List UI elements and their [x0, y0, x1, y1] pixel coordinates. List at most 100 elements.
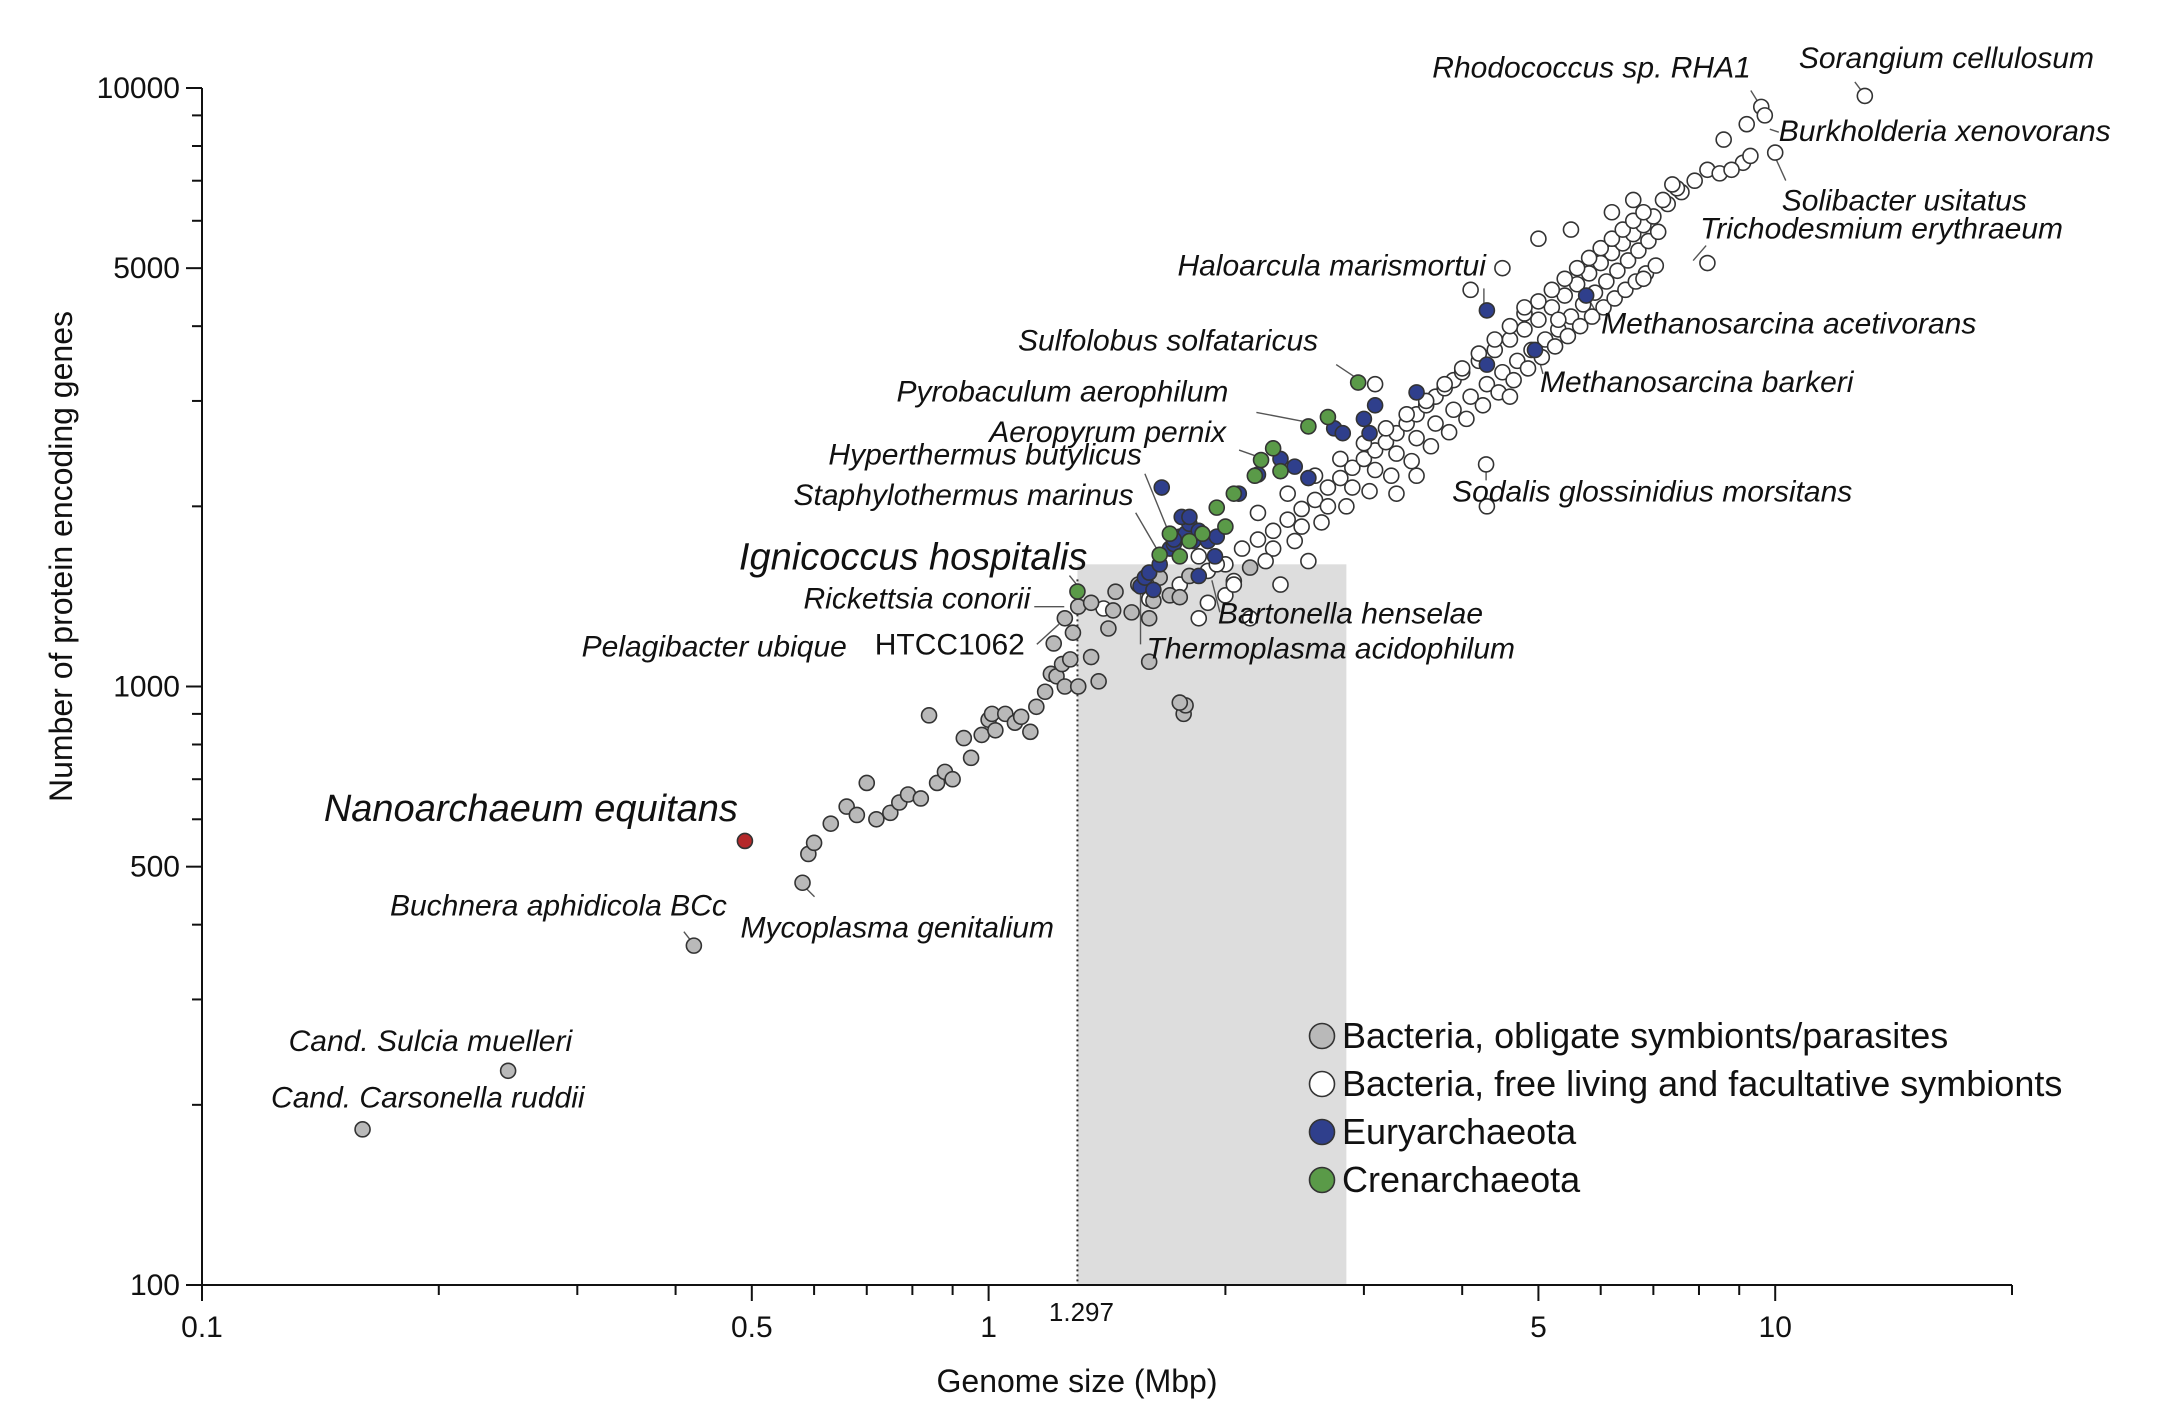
point-bacteria-free-living	[1388, 445, 1405, 462]
point-bacteria-free-living	[1458, 410, 1475, 428]
point-bacteria-obligate	[1241, 559, 1259, 576]
y-tick-label: 500	[130, 851, 180, 884]
point-euryarchaeota	[1300, 469, 1317, 487]
point-crenarchaeota	[1300, 418, 1317, 435]
point-bacteria-obligate	[1082, 594, 1100, 612]
annotation-label: Methanosarcina barkeri	[1540, 366, 1855, 399]
point-bacteria-free-living	[1190, 548, 1208, 565]
point-bacteria-free-living	[1530, 230, 1547, 248]
annotation-label: Pelagibacter ubique	[582, 630, 847, 663]
point-bacteria-free-living	[1686, 172, 1703, 190]
x-tick-label: 10	[1759, 1311, 1792, 1344]
point-euryarchaeota	[1478, 302, 1496, 319]
legend-label: Euryarchaeota	[1342, 1111, 1577, 1152]
point-bacteria-free-living	[1217, 587, 1234, 604]
point-bacteria-free-living	[1516, 321, 1533, 338]
point-euryarchaeota	[1408, 384, 1425, 401]
annotation-label: Burkholderia xenovorans	[1779, 115, 2111, 148]
point-bacteria-free-living	[1738, 115, 1756, 133]
point-bacteria-free-living	[1264, 522, 1282, 540]
point-bacteria-free-living	[1723, 161, 1740, 179]
point-bacteria-obligate	[1061, 651, 1079, 668]
point-bacteria-free-living	[1462, 388, 1479, 405]
annotation-labels-layer: Sorangium cellulosum Rhodococcus sp. RHA1…	[271, 42, 2111, 1114]
point-bacteria-obligate	[912, 790, 930, 807]
point-bacteria-free-living	[1241, 610, 1259, 627]
point-bacteria-free-living	[1366, 375, 1384, 393]
point-bacteria-obligate	[1123, 604, 1140, 621]
point-bacteria-free-living	[1382, 467, 1400, 485]
annotation-label: Haloarcula marismortui	[1177, 249, 1487, 282]
point-crenarchaeota	[1252, 451, 1270, 469]
point-bacteria-obligate	[1104, 602, 1122, 619]
annotation-leader-line	[1036, 623, 1060, 645]
point-bacteria-obligate	[1036, 683, 1054, 701]
point-bacteria-free-living	[1516, 299, 1533, 316]
point-euryarchaeota	[1206, 548, 1224, 565]
point-euryarchaeota	[1577, 287, 1595, 304]
point-bacteria-free-living	[1264, 540, 1282, 557]
legend-marker	[1308, 1118, 1336, 1146]
annotation-label: Hyperthermus butylicus	[828, 439, 1141, 472]
annotation-leader-line	[1335, 363, 1355, 378]
point-bacteria-obligate	[882, 804, 899, 822]
point-euryarchaeota	[1334, 424, 1352, 442]
annotation-label: Buchnera aphidicola BCc	[390, 890, 727, 923]
annotation-leader-line	[1692, 245, 1707, 262]
point-bacteria-obligate	[1045, 635, 1063, 652]
point-bacteria-free-living	[1332, 450, 1349, 468]
point-bacteria-free-living	[1505, 371, 1522, 389]
point-bacteria-free-living	[1300, 552, 1317, 570]
point-bacteria-free-living	[1603, 203, 1621, 221]
legend-marker	[1308, 1022, 1336, 1050]
point-bacteria-free-living	[1664, 176, 1681, 193]
point-bacteria-free-living	[1190, 610, 1208, 627]
annotation-label: Bartonella henselae	[1218, 597, 1483, 630]
point-bacteria-free-living	[1543, 281, 1561, 299]
annotation-label: Thermoplasma acidophilum	[1147, 632, 1516, 665]
point-bacteria-obligate	[354, 1121, 371, 1138]
point-bacteria-obligate	[955, 729, 973, 747]
annotation-label: Sulfolobus solfataricus	[1018, 325, 1318, 358]
point-bacteria-free-living	[1306, 491, 1324, 509]
y-axis-title: Number of protein encoding genes	[43, 311, 79, 802]
point-bacteria-free-living	[1635, 270, 1652, 288]
annotation-label: Solibacter usitatus	[1782, 185, 2027, 218]
point-bacteria-free-living	[1344, 479, 1361, 496]
point-bacteria-free-living	[1568, 259, 1586, 277]
point-euryarchaeota	[1366, 397, 1384, 414]
point-bacteria-free-living	[1398, 405, 1415, 423]
point-bacteria-free-living	[1225, 576, 1243, 593]
annotation-label: Staphylothermus marinus	[794, 479, 1134, 512]
point-bacteria-free-living	[1501, 317, 1519, 335]
point-bacteria-free-living	[1477, 456, 1495, 473]
point-crenarchaeota	[1151, 546, 1168, 564]
point-nanoarchaeum	[736, 832, 754, 850]
point-bacteria-free-living	[1494, 363, 1511, 381]
point-bacteria-free-living	[1388, 485, 1405, 502]
annotation-label: Nanoarchaeum equitans	[324, 788, 738, 830]
point-euryarchaeota	[1526, 341, 1544, 359]
point-bacteria-free-living	[1257, 552, 1274, 570]
point-bacteria-free-living	[1366, 461, 1384, 479]
annotation-label: Mycoplasma genitalium	[741, 912, 1054, 945]
shaded-region	[1077, 564, 1347, 1285]
point-bacteria-obligate	[928, 774, 946, 792]
y-tick-label: 5000	[113, 252, 180, 285]
point-bacteria-free-living	[1606, 290, 1623, 307]
x-axis-title: Genome size (Mbp)	[937, 1363, 1218, 1399]
annotation-leader-line	[1238, 449, 1257, 457]
data-points-layer	[354, 87, 1874, 1138]
point-bacteria-free-living	[1556, 270, 1574, 288]
point-bacteria-free-living	[1609, 262, 1626, 280]
annotation-label: Aeropyrum pernix	[987, 416, 1227, 449]
point-bacteria-free-living	[1630, 242, 1647, 259]
point-bacteria-free-living	[1293, 518, 1310, 535]
annotation-leader-line	[1135, 512, 1158, 550]
point-euryarchaeota	[1361, 424, 1378, 442]
point-euryarchaeota	[1355, 410, 1373, 428]
point-bacteria-free-living	[1440, 423, 1458, 441]
annotation-label: Ignicoccus hospitalis	[739, 537, 1088, 579]
point-bacteria-free-living	[1313, 514, 1330, 531]
point-bacteria-free-living	[1332, 469, 1349, 487]
